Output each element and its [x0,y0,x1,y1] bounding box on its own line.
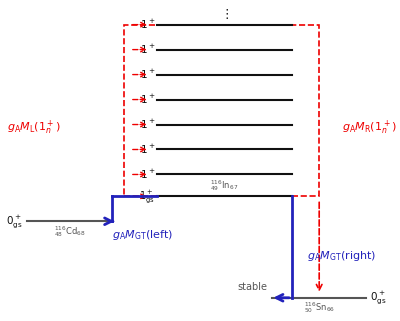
Text: $g_{\rm A}M_{\rm L}(1^+_n)$: $g_{\rm A}M_{\rm L}(1^+_n)$ [7,118,61,137]
Text: $^{116}_{49}{\rm In}_{67}$: $^{116}_{49}{\rm In}_{67}$ [210,178,239,193]
Text: $1^+$: $1^+$ [140,93,155,106]
Text: $g_{\rm A}M_{\rm GT}({\rm left})$: $g_{\rm A}M_{\rm GT}({\rm left})$ [112,228,173,241]
Text: $\vdots$: $\vdots$ [220,7,229,21]
Text: $1^+$: $1^+$ [140,168,155,181]
Text: $1^+$: $1^+$ [140,143,155,156]
Text: $0^+_{\rm gs}$: $0^+_{\rm gs}$ [370,290,387,306]
Text: $^{116}_{48}{\rm Cd}_{68}$: $^{116}_{48}{\rm Cd}_{68}$ [54,224,86,239]
Text: $0^+_{\rm gs}$: $0^+_{\rm gs}$ [6,213,23,230]
Text: $1^+_{\rm gs}$: $1^+_{\rm gs}$ [140,188,155,205]
Text: $1^+$: $1^+$ [140,118,155,131]
Text: $1^+$: $1^+$ [140,43,155,56]
Text: $1^+$: $1^+$ [140,18,155,31]
Text: $g_{\rm A}M_{\rm GT}({\rm right})$: $g_{\rm A}M_{\rm GT}({\rm right})$ [308,249,377,264]
Text: $^{116}_{50}{\rm Sn}_{66}$: $^{116}_{50}{\rm Sn}_{66}$ [304,300,335,315]
Text: stable: stable [238,282,268,292]
Text: $1^+$: $1^+$ [140,68,155,81]
Text: $g_{\rm A}M_{\rm R}(1^+_n)$: $g_{\rm A}M_{\rm R}(1^+_n)$ [342,118,397,137]
Bar [124,25,319,196]
